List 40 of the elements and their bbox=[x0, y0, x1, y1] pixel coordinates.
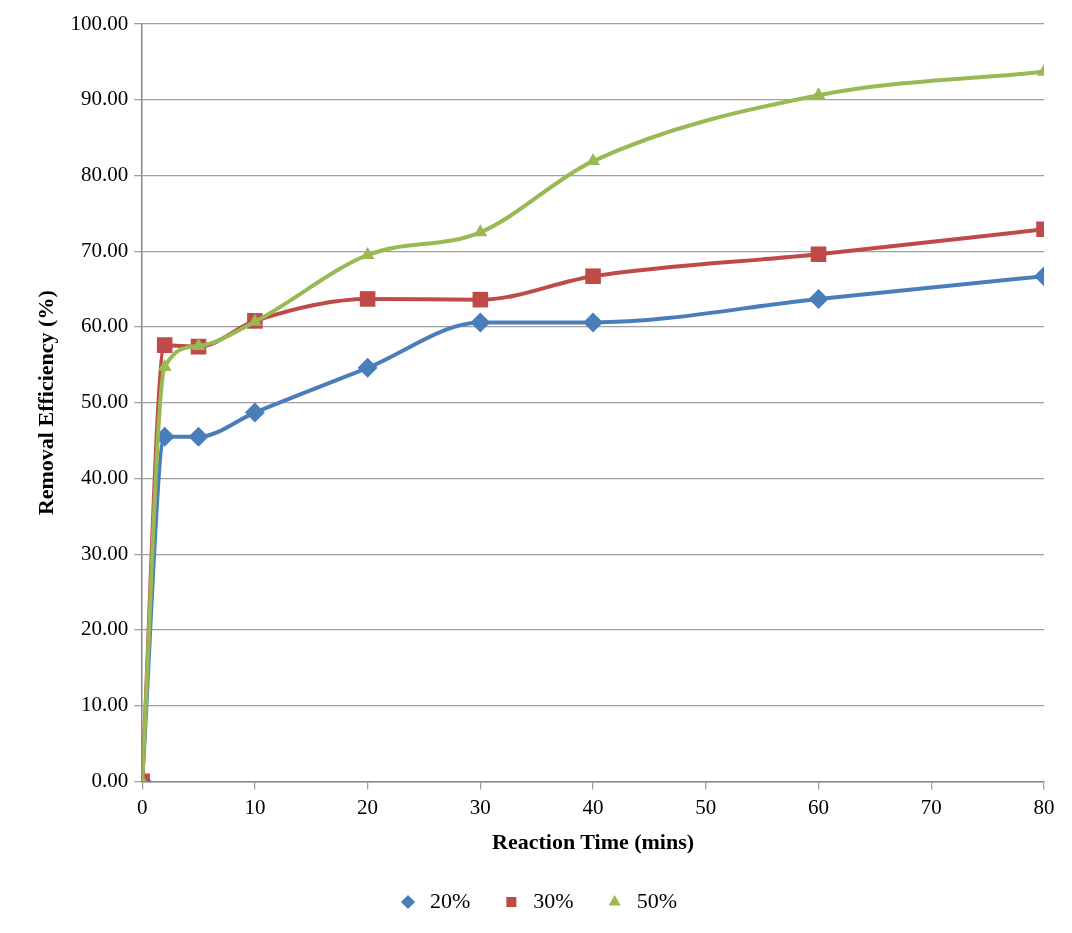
y-tick-label: 70.00 bbox=[80, 237, 129, 262]
y-axis-title: Removal Efficiency (%) bbox=[32, 290, 58, 516]
point bbox=[156, 337, 173, 353]
point bbox=[188, 426, 209, 447]
x-tick-label: 50 bbox=[695, 794, 717, 819]
y-tick-label: 60.00 bbox=[80, 313, 129, 338]
x-tick-label: 20 bbox=[357, 794, 379, 819]
point bbox=[244, 402, 265, 423]
y-tick-label: 10.00 bbox=[80, 692, 129, 717]
x-tick-label: 0 bbox=[136, 794, 148, 819]
y-tick-label: 50.00 bbox=[80, 389, 129, 414]
x-tick-label: 60 bbox=[808, 794, 830, 819]
y-tick-label: 100.00 bbox=[70, 10, 129, 35]
point bbox=[157, 359, 172, 372]
y-tick-label: 80.00 bbox=[80, 162, 129, 186]
y-tick-label: 0.00 bbox=[91, 767, 129, 792]
point bbox=[473, 224, 488, 237]
x-axis-title: Reaction Time (mins) bbox=[492, 829, 695, 855]
x-tick-label: 10 bbox=[244, 794, 266, 819]
point bbox=[359, 291, 376, 307]
legend-label: 20% bbox=[430, 887, 471, 913]
point bbox=[470, 312, 491, 333]
point bbox=[585, 268, 601, 284]
y-tick-label: 40.00 bbox=[80, 464, 129, 489]
x-tick-label: 30 bbox=[469, 794, 491, 819]
y-tick-label: 30.00 bbox=[80, 540, 129, 565]
point bbox=[357, 357, 378, 378]
point bbox=[808, 288, 829, 309]
point bbox=[583, 312, 604, 333]
point bbox=[811, 87, 826, 100]
point bbox=[472, 291, 489, 308]
legend-label: 50% bbox=[636, 887, 677, 913]
y-tick-label: 20.00 bbox=[80, 616, 129, 641]
x-tick-label: 70 bbox=[920, 794, 942, 819]
x-tick-label: 40 bbox=[582, 794, 604, 819]
y-tick-label: 90.00 bbox=[80, 86, 129, 111]
legend-label: 30% bbox=[533, 887, 574, 913]
point bbox=[810, 246, 827, 263]
x-tick-label: 80 bbox=[1033, 794, 1055, 819]
point bbox=[586, 153, 600, 166]
